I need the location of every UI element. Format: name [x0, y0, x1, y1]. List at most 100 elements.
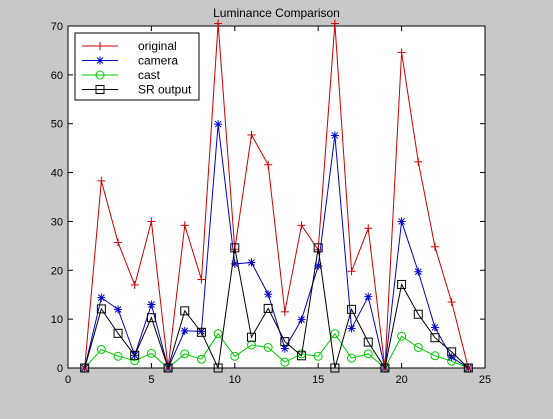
data-point [263, 342, 273, 352]
data-point [247, 258, 256, 267]
data-point [213, 329, 223, 339]
data-point [147, 217, 156, 226]
legend-marker [96, 56, 104, 65]
data-point [413, 309, 423, 319]
series-original [80, 19, 473, 372]
legend-label: cast [138, 68, 161, 82]
data-point [414, 157, 423, 166]
data-point [297, 315, 306, 324]
legend-entry: cast [82, 68, 161, 82]
data-point [447, 298, 456, 307]
data-point [97, 176, 106, 185]
data-point [130, 280, 139, 289]
legend-entry: SR output [82, 83, 192, 97]
data-point [430, 351, 440, 361]
data-point [313, 243, 323, 253]
data-point [364, 224, 373, 233]
data-point [247, 130, 256, 139]
y-tick-label: 70 [51, 21, 63, 33]
data-point [264, 290, 273, 299]
data-point [363, 337, 373, 347]
data-point [397, 331, 407, 341]
y-axis-ticks: 0 10 20 30 40 50 60 70 [51, 21, 485, 375]
data-point [230, 243, 240, 253]
data-point [447, 353, 456, 362]
y-tick-label: 40 [51, 168, 63, 180]
data-point [430, 242, 439, 251]
data-point [380, 363, 390, 373]
data-point [347, 267, 356, 276]
data-point [246, 332, 256, 342]
data-point [163, 363, 173, 373]
data-point [96, 344, 106, 354]
series-line [84, 124, 469, 370]
x-tick-label: 5 [148, 374, 154, 386]
data-point [313, 351, 323, 361]
y-tick-label: 20 [51, 265, 63, 277]
data-point [80, 363, 90, 373]
data-point [264, 160, 273, 169]
legend-entry: original [82, 39, 177, 53]
data-point [330, 363, 340, 373]
data-point [330, 329, 340, 339]
x-tick-label: 0 [65, 374, 71, 386]
legend-entry: camera [82, 54, 178, 68]
x-tick-label: 25 [479, 374, 491, 386]
data-point [114, 238, 123, 247]
data-point [130, 350, 140, 360]
data-point [447, 347, 457, 357]
data-point [180, 221, 189, 230]
legend-label: camera [138, 54, 178, 68]
x-axis-ticks: 0 5 10 15 20 25 [65, 26, 491, 386]
data-point [297, 351, 307, 361]
data-point [214, 19, 223, 28]
data-point [397, 279, 407, 289]
data-point [180, 306, 190, 316]
y-tick-label: 50 [51, 119, 63, 131]
series-line [84, 23, 469, 369]
data-point [230, 351, 240, 361]
data-point [463, 363, 473, 373]
data-point [414, 267, 423, 276]
data-point [347, 304, 357, 314]
data-point [196, 327, 206, 337]
legend-label: original [138, 39, 177, 53]
data-point [330, 131, 339, 140]
data-point [196, 354, 206, 364]
y-tick-label: 0 [57, 363, 63, 375]
data-point [397, 217, 406, 226]
series-sr-output [80, 243, 473, 373]
data-point [113, 328, 123, 338]
data-point [397, 48, 406, 57]
data-point [213, 363, 223, 373]
legend-marker [95, 70, 105, 80]
y-tick-label: 10 [51, 314, 63, 326]
data-point [263, 303, 273, 313]
x-tick-label: 20 [395, 374, 407, 386]
legend-label: SR output [138, 83, 192, 97]
data-point [96, 304, 106, 314]
series-layer [80, 19, 473, 373]
data-point [364, 292, 373, 301]
chart-title: Luminance Comparison [213, 6, 340, 20]
y-tick-label: 30 [51, 216, 63, 228]
data-point [363, 349, 373, 359]
data-point [280, 307, 289, 316]
data-point [430, 323, 439, 332]
series-line [84, 332, 469, 369]
data-point [146, 313, 156, 323]
data-point [114, 305, 123, 314]
data-point [97, 293, 106, 302]
x-tick-label: 10 [229, 374, 241, 386]
data-point [113, 351, 123, 361]
series-line [84, 247, 469, 370]
data-point [280, 337, 290, 347]
data-point [197, 275, 206, 284]
data-point [347, 324, 356, 333]
legend-marker [96, 42, 104, 50]
x-tick-label: 15 [312, 374, 324, 386]
data-point [180, 349, 190, 359]
data-point [413, 342, 423, 352]
data-point [280, 357, 290, 367]
